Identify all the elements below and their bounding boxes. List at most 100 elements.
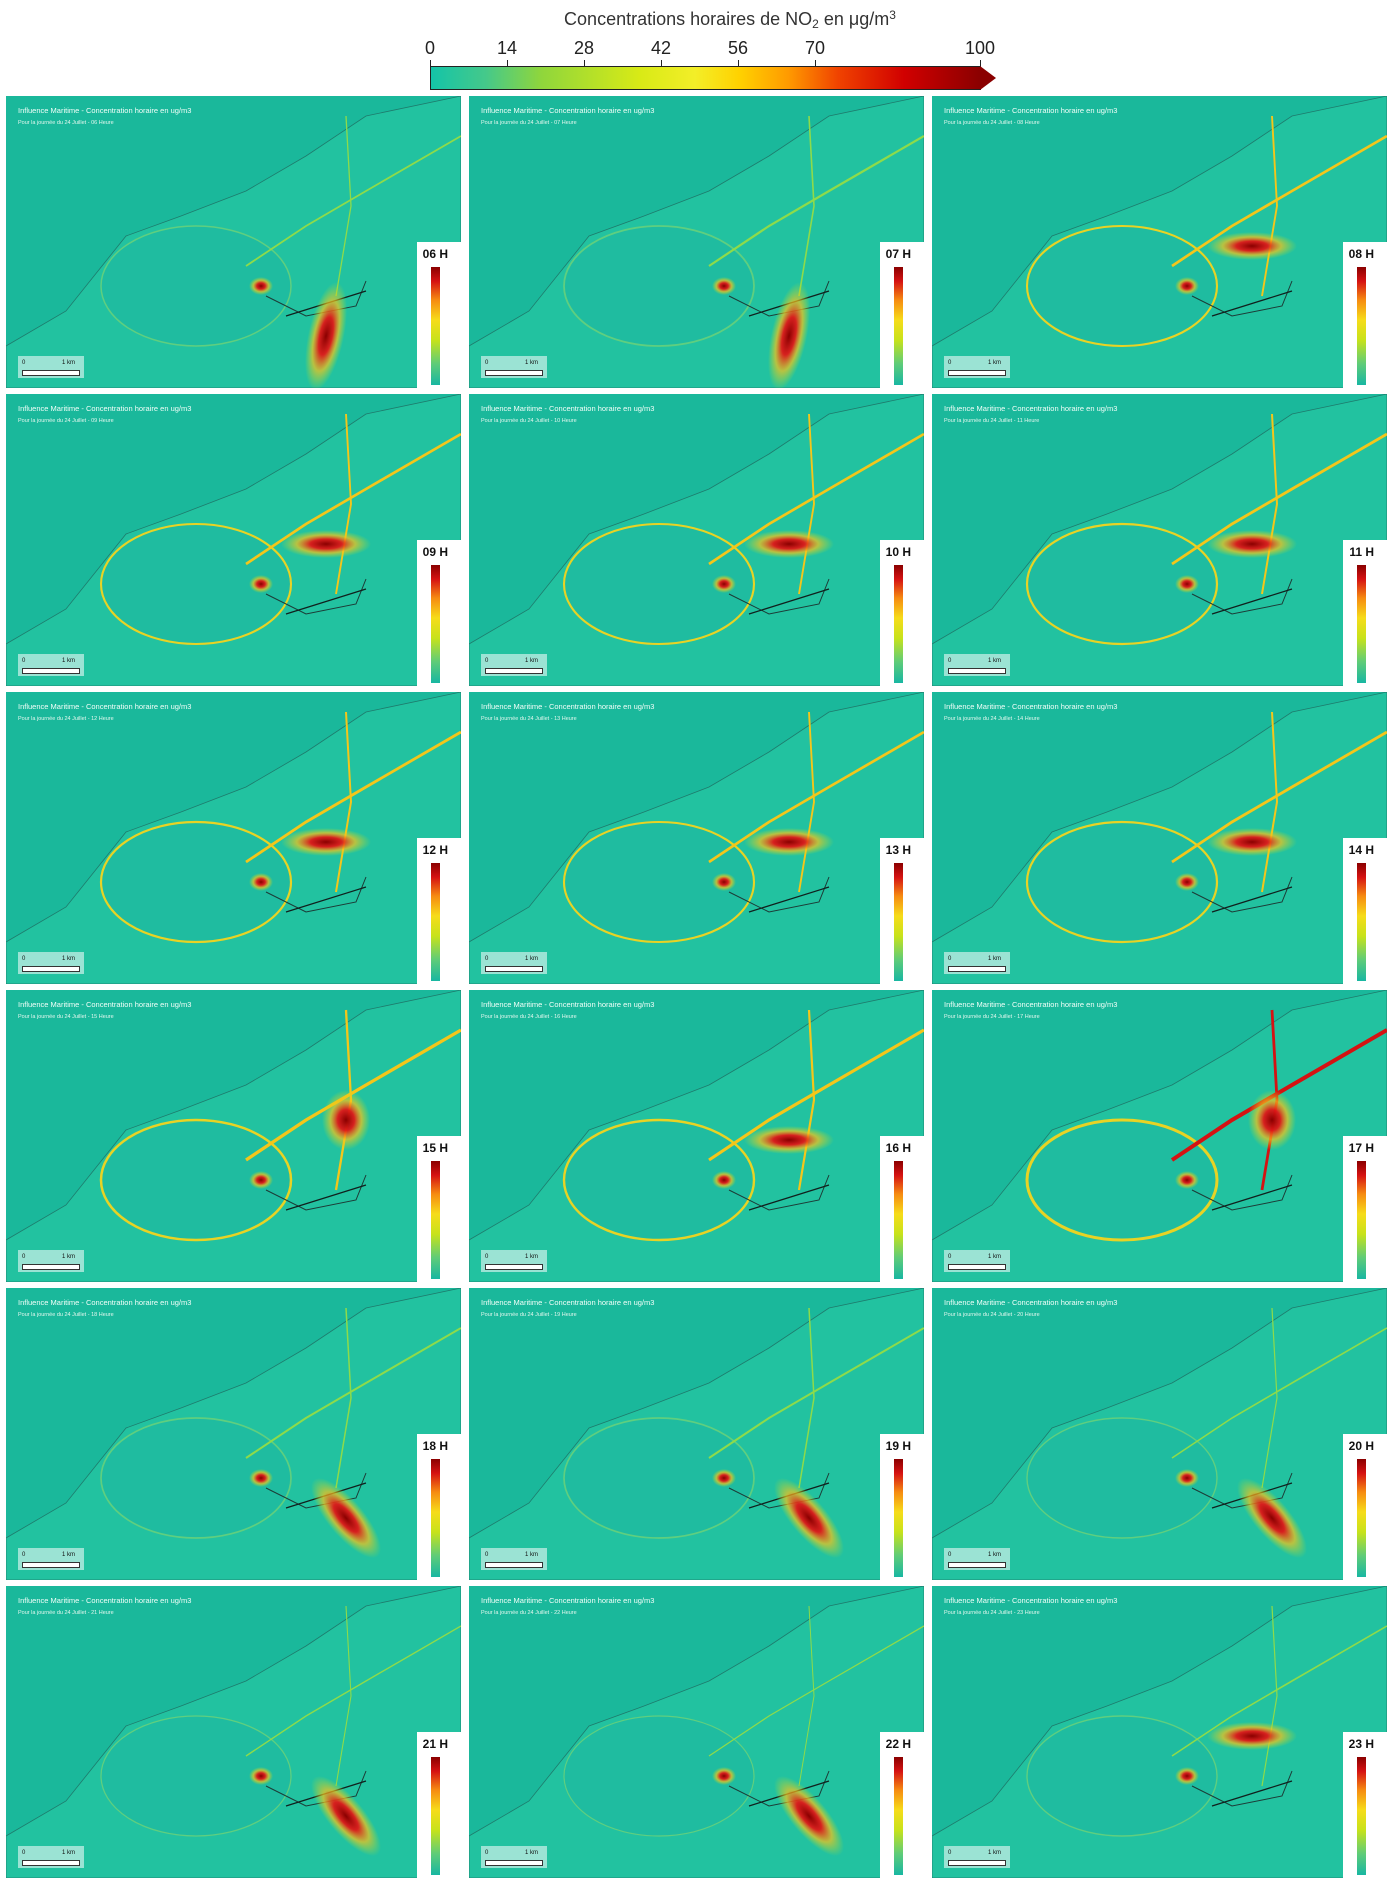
map-drawing [6, 990, 461, 1282]
map-drawing [469, 394, 924, 686]
pollution-source [1175, 277, 1199, 295]
map-drawing [6, 1586, 461, 1878]
map-scalebar-end: 1 km [988, 360, 1002, 366]
harbour-line [265, 876, 367, 913]
scale-tick-label: 0 [424, 38, 436, 58]
lagoon-outline [1025, 522, 1219, 646]
road-line [1171, 1625, 1387, 1757]
map-scalebar-start: 0 [948, 956, 952, 962]
pollution-source [712, 873, 736, 891]
harbour-line [1191, 1174, 1293, 1211]
panel-title: Influence Maritime - Concentration horai… [18, 702, 192, 711]
map-scalebar [485, 370, 543, 376]
scale-title: Concentrations horaires de NO2 en μg/m3 [564, 8, 896, 31]
map-scalebar-end: 1 km [62, 956, 76, 962]
panel-legend-bar [1356, 266, 1367, 386]
map-scalebar [22, 1860, 80, 1866]
pollution-plume [1248, 1090, 1296, 1150]
pollution-source [249, 575, 273, 593]
map-panel: Influence Maritime - Concentration horai… [6, 692, 461, 984]
pollution-plume [744, 530, 834, 558]
panel-legend-bar [1356, 862, 1367, 982]
panel-subtitle: Pour la journée du 24 Juillet - 14 Heure [944, 716, 1040, 722]
pollution-source [249, 1767, 273, 1785]
panel-hour-label: 21 H [419, 1736, 451, 1752]
panel-title: Influence Maritime - Concentration horai… [944, 1596, 1118, 1605]
road-line [245, 135, 461, 267]
scale-tick-mark [584, 60, 585, 66]
map-scalebar [22, 370, 80, 376]
panel-subtitle: Pour la journée du 24 Juillet - 22 Heure [481, 1610, 577, 1616]
map-panel: Influence Maritime - Concentration horai… [6, 1586, 461, 1878]
pollution-plume [1207, 1722, 1297, 1750]
jetty-line [748, 1184, 830, 1211]
map-scalebar [948, 370, 1006, 376]
panel-legend-bar [893, 862, 904, 982]
pollution-plume [744, 828, 834, 856]
pollution-source [1175, 1171, 1199, 1189]
map-scalebar-start: 0 [22, 956, 26, 962]
pollution-source [712, 277, 736, 295]
scale-tick-mark [430, 60, 431, 66]
map-scalebar [22, 966, 80, 972]
panel-subtitle: Pour la journée du 24 Juillet - 17 Heure [944, 1014, 1040, 1020]
scale-arrow-icon [980, 66, 996, 90]
pollution-source [249, 1469, 273, 1487]
panel-title: Influence Maritime - Concentration horai… [18, 106, 192, 115]
map-scalebar [22, 1264, 80, 1270]
map-drawing [6, 394, 461, 686]
lagoon-outline [562, 1118, 756, 1242]
map-panel: Influence Maritime - Concentration horai… [6, 394, 461, 686]
harbour-line [1191, 876, 1293, 913]
panel-hour-label: 08 H [1345, 246, 1377, 262]
lagoon-outline [99, 1118, 293, 1242]
panel-subtitle: Pour la journée du 24 Juillet - 18 Heure [18, 1312, 114, 1318]
harbour-line [265, 578, 367, 615]
scale-tick-label: 100 [964, 38, 996, 58]
scale-tick-mark [738, 60, 739, 66]
pollution-source [1175, 1469, 1199, 1487]
jetty-line [1211, 290, 1293, 317]
panel-hour-label: 18 H [419, 1438, 451, 1454]
panel-hour-label: 15 H [419, 1140, 451, 1156]
map-scalebar-end: 1 km [62, 1254, 76, 1260]
map-scalebar-end: 1 km [62, 658, 76, 664]
lagoon-outline [563, 1417, 755, 1539]
lagoon-outline [562, 522, 756, 646]
jetty-line [1211, 886, 1293, 913]
panel-hour-label: 13 H [882, 842, 914, 858]
road-line [708, 1625, 924, 1757]
panel-title: Influence Maritime - Concentration horai… [944, 702, 1118, 711]
panel-title: Influence Maritime - Concentration horai… [481, 1000, 655, 1009]
map-scalebar-start: 0 [485, 1254, 489, 1260]
panel-subtitle: Pour la journée du 24 Juillet - 12 Heure [18, 716, 114, 722]
panel-subtitle: Pour la journée du 24 Juillet - 11 Heure [944, 418, 1040, 424]
panel-legend-bar [430, 1458, 441, 1578]
panel-subtitle: Pour la journée du 24 Juillet - 06 Heure [18, 120, 114, 126]
panel-hour-label: 22 H [882, 1736, 914, 1752]
panel-subtitle: Pour la journée du 24 Juillet - 19 Heure [481, 1312, 577, 1318]
map-scalebar-end: 1 km [988, 658, 1002, 664]
panel-hour-label: 10 H [882, 544, 914, 560]
map-scalebar [948, 966, 1006, 972]
map-scalebar-start: 0 [22, 1254, 26, 1260]
panel-subtitle: Pour la journée du 24 Juillet - 15 Heure [18, 1014, 114, 1020]
pollution-plume [1207, 232, 1297, 260]
map-scalebar [485, 1860, 543, 1866]
road-line [1261, 711, 1279, 893]
lagoon-outline [562, 820, 756, 944]
panel-title: Influence Maritime - Concentration horai… [944, 106, 1118, 115]
panel-title: Influence Maritime - Concentration horai… [481, 106, 655, 115]
scale-tick-mark [815, 60, 816, 66]
harbour-line [728, 876, 830, 913]
map-drawing [6, 96, 461, 388]
panel-subtitle: Pour la journée du 24 Juillet - 13 Heure [481, 716, 577, 722]
pollution-source [712, 575, 736, 593]
map-scalebar [22, 1562, 80, 1568]
map-panel: Influence Maritime - Concentration horai… [6, 1288, 461, 1580]
scale-tick-label: 28 [573, 38, 595, 58]
harbour-line [728, 578, 830, 615]
pollution-plume [744, 1126, 834, 1154]
road-line [1171, 134, 1387, 268]
jetty-line [285, 886, 367, 913]
